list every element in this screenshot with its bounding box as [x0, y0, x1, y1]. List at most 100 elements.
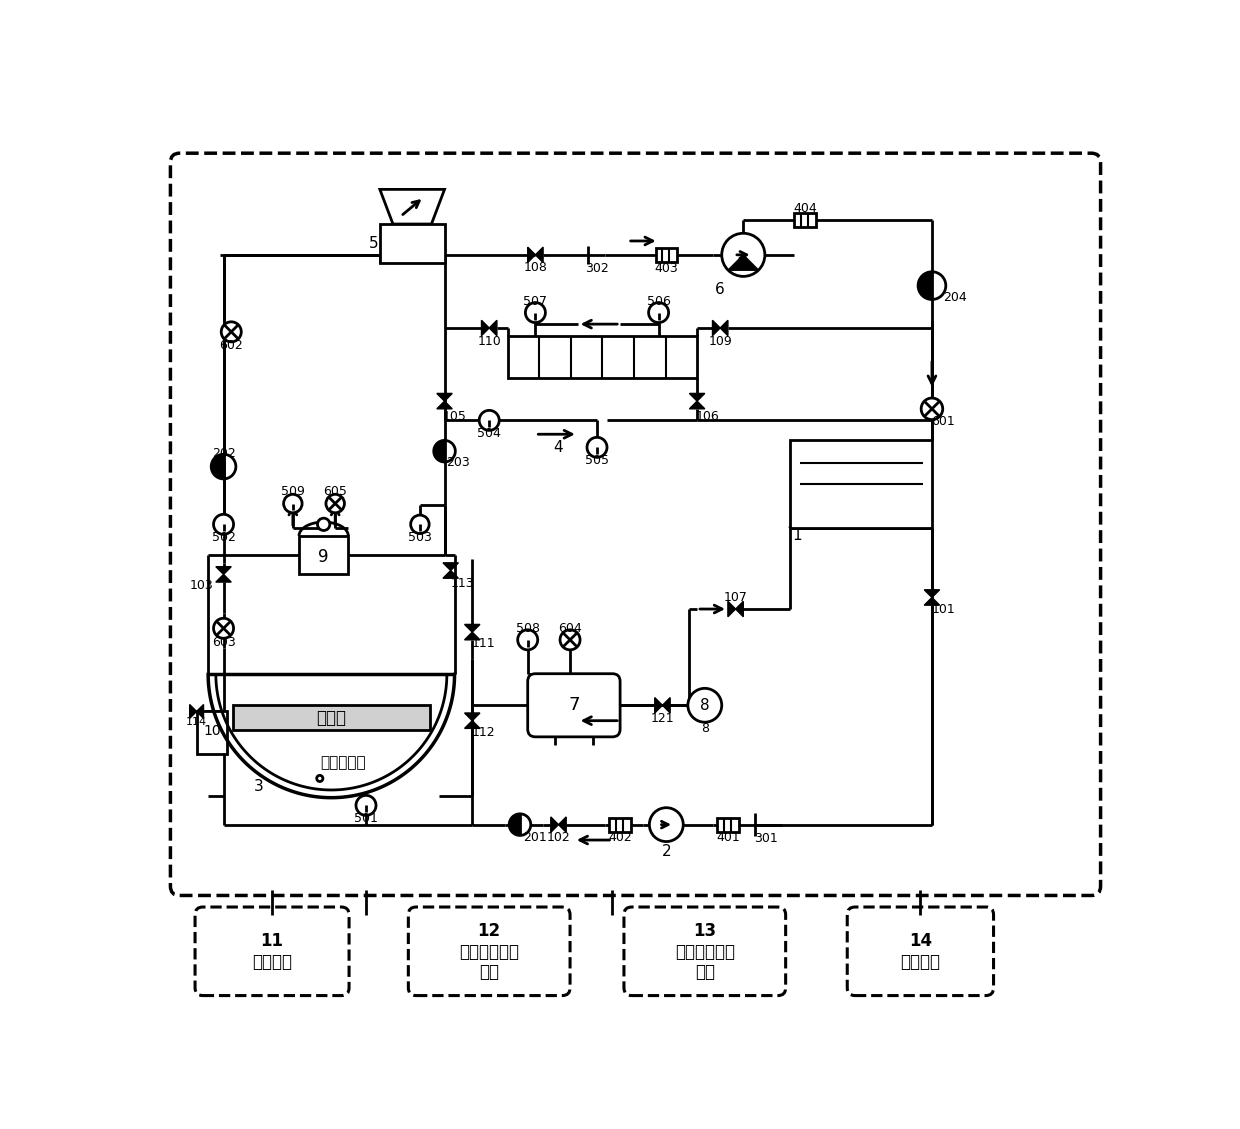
Text: 507: 507: [523, 295, 547, 307]
Text: 110: 110: [477, 334, 501, 348]
Text: 503: 503: [408, 531, 432, 544]
Text: 8: 8: [701, 721, 709, 735]
Text: 106: 106: [696, 410, 719, 423]
Text: 3: 3: [253, 779, 263, 794]
Polygon shape: [490, 321, 497, 335]
Text: 604: 604: [558, 622, 582, 634]
Polygon shape: [216, 575, 231, 583]
Circle shape: [356, 795, 376, 815]
Circle shape: [316, 776, 322, 781]
Text: 10: 10: [203, 724, 221, 737]
Text: 403: 403: [655, 262, 678, 275]
Text: 112: 112: [471, 726, 495, 738]
Text: 13
影像采集分析
模块: 13 影像采集分析 模块: [675, 922, 735, 981]
Text: 11
加热模块: 11 加热模块: [252, 933, 293, 971]
Polygon shape: [689, 401, 704, 409]
Text: 107: 107: [724, 590, 748, 604]
Text: 505: 505: [585, 454, 609, 467]
Text: 121: 121: [651, 712, 675, 725]
Text: 404: 404: [794, 202, 817, 216]
Circle shape: [317, 518, 330, 531]
Circle shape: [410, 515, 429, 534]
Text: 101: 101: [931, 603, 955, 615]
Polygon shape: [728, 602, 735, 616]
Circle shape: [587, 437, 608, 457]
Polygon shape: [443, 570, 459, 578]
Polygon shape: [211, 454, 223, 479]
Text: 603: 603: [212, 636, 236, 649]
Circle shape: [921, 399, 942, 420]
Text: 102: 102: [547, 831, 570, 844]
Text: 氧化熔融池: 氧化熔融池: [320, 755, 366, 770]
Text: 601: 601: [931, 415, 955, 428]
Text: 2: 2: [661, 844, 671, 859]
Circle shape: [649, 303, 668, 323]
FancyBboxPatch shape: [528, 674, 620, 737]
Bar: [609, 817, 631, 832]
Polygon shape: [918, 272, 932, 299]
Text: 203: 203: [446, 456, 470, 470]
FancyBboxPatch shape: [847, 907, 993, 996]
Bar: [379, 224, 444, 263]
Polygon shape: [443, 563, 459, 570]
Text: 5: 5: [368, 236, 378, 251]
Polygon shape: [720, 321, 728, 335]
Text: 109: 109: [708, 334, 732, 348]
Text: 105: 105: [443, 410, 466, 423]
Polygon shape: [434, 440, 444, 462]
Text: 111: 111: [471, 637, 495, 650]
Polygon shape: [465, 624, 480, 632]
Circle shape: [284, 495, 303, 513]
Text: 504: 504: [477, 427, 501, 440]
FancyBboxPatch shape: [170, 154, 1101, 895]
Polygon shape: [510, 814, 520, 835]
Polygon shape: [924, 589, 940, 597]
Polygon shape: [216, 567, 231, 575]
Text: 508: 508: [516, 622, 539, 634]
Circle shape: [326, 495, 345, 513]
Bar: [299, 536, 348, 575]
Circle shape: [221, 322, 242, 342]
FancyBboxPatch shape: [195, 907, 350, 996]
Polygon shape: [558, 817, 567, 832]
FancyBboxPatch shape: [624, 907, 786, 996]
Polygon shape: [528, 247, 536, 263]
Bar: [656, 248, 677, 262]
Text: 602: 602: [219, 339, 243, 352]
Circle shape: [213, 619, 233, 638]
Text: 9: 9: [319, 549, 329, 567]
Text: 501: 501: [355, 812, 378, 825]
Circle shape: [560, 630, 580, 650]
Text: 113: 113: [450, 577, 474, 590]
Text: 12
数据测量采集
模块: 12 数据测量采集 模块: [459, 922, 520, 981]
Bar: [794, 213, 816, 227]
Text: 4: 4: [554, 440, 563, 455]
Bar: [233, 706, 430, 730]
Circle shape: [688, 689, 722, 723]
Polygon shape: [465, 714, 480, 720]
Text: 506: 506: [647, 295, 671, 307]
Polygon shape: [662, 698, 670, 714]
Polygon shape: [713, 321, 720, 335]
Text: 14
控制模块: 14 控制模块: [900, 933, 940, 971]
Polygon shape: [536, 247, 543, 263]
Circle shape: [213, 515, 233, 534]
Text: 108: 108: [523, 262, 547, 274]
Text: 金属层: 金属层: [316, 709, 346, 727]
Polygon shape: [551, 817, 558, 832]
Polygon shape: [190, 704, 197, 718]
Bar: [717, 817, 739, 832]
Circle shape: [650, 807, 683, 841]
Polygon shape: [436, 393, 453, 401]
Text: 509: 509: [281, 485, 305, 499]
Polygon shape: [465, 720, 480, 728]
Polygon shape: [655, 698, 662, 714]
Text: 8: 8: [701, 698, 709, 712]
Polygon shape: [465, 632, 480, 640]
Polygon shape: [728, 255, 759, 270]
Text: 7: 7: [568, 697, 579, 715]
Text: 204: 204: [944, 290, 967, 304]
Text: 202: 202: [212, 447, 236, 460]
Circle shape: [479, 410, 500, 430]
Polygon shape: [379, 190, 444, 224]
